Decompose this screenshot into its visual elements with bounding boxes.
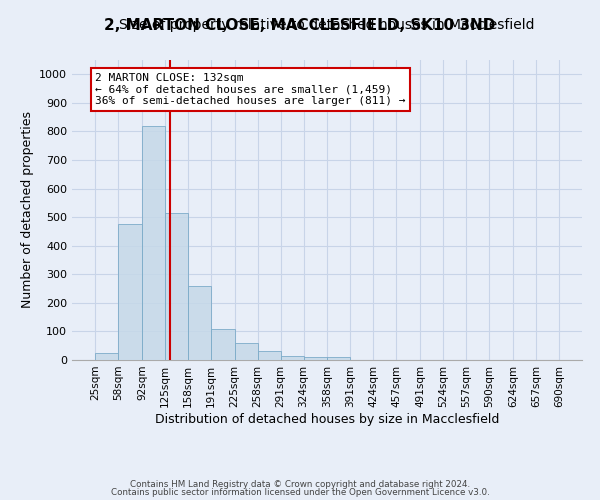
Bar — [95, 353, 118, 360]
Bar — [281, 356, 304, 360]
Bar — [328, 357, 350, 360]
Bar — [165, 213, 188, 360]
X-axis label: Distribution of detached houses by size in Macclesfield: Distribution of detached houses by size … — [155, 412, 499, 426]
Text: 2 MARTON CLOSE: 132sqm
← 64% of detached houses are smaller (1,459)
36% of semi-: 2 MARTON CLOSE: 132sqm ← 64% of detached… — [95, 73, 406, 106]
Bar — [188, 286, 211, 360]
Bar — [211, 328, 235, 360]
Text: Contains HM Land Registry data © Crown copyright and database right 2024.: Contains HM Land Registry data © Crown c… — [130, 480, 470, 489]
Bar — [118, 224, 142, 360]
Bar — [257, 352, 281, 360]
Bar — [142, 126, 165, 360]
Bar — [304, 357, 328, 360]
Text: 2, MARTON CLOSE, MACCLESFIELD, SK10 3ND: 2, MARTON CLOSE, MACCLESFIELD, SK10 3ND — [104, 18, 496, 32]
Text: Contains public sector information licensed under the Open Government Licence v3: Contains public sector information licen… — [110, 488, 490, 497]
Title: Size of property relative to detached houses in Macclesfield: Size of property relative to detached ho… — [119, 18, 535, 32]
Bar — [235, 343, 257, 360]
Y-axis label: Number of detached properties: Number of detached properties — [20, 112, 34, 308]
